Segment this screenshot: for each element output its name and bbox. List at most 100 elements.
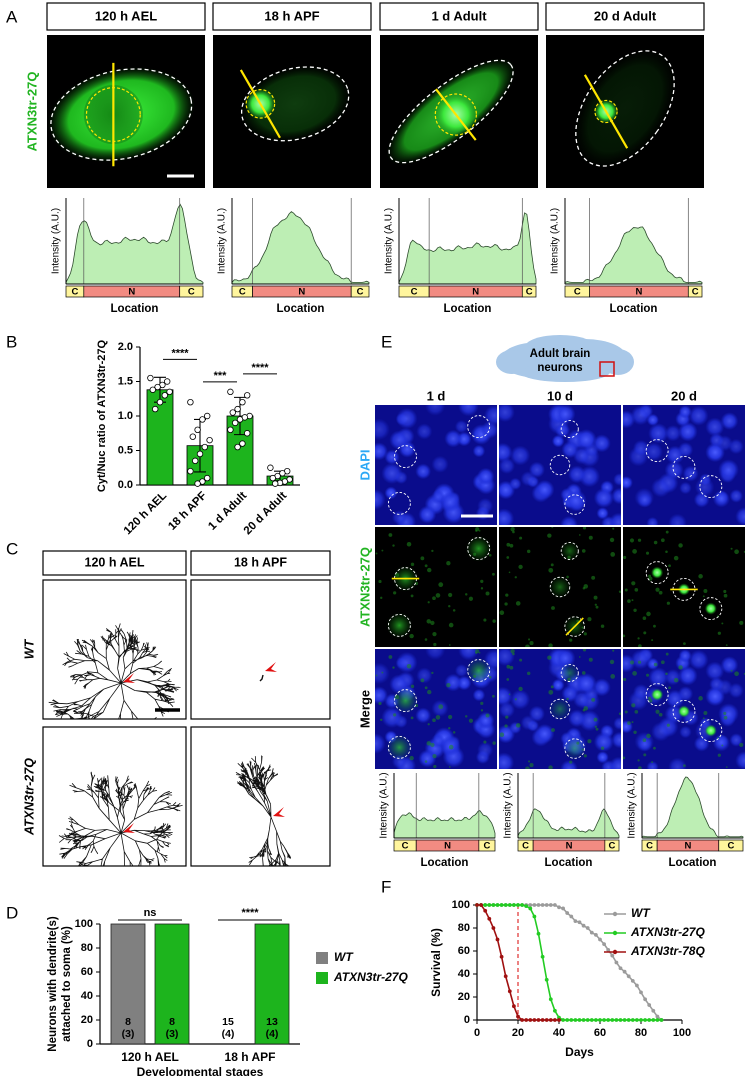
green-speck bbox=[525, 644, 530, 647]
segment-label: N bbox=[472, 287, 479, 298]
green-speck bbox=[427, 689, 432, 695]
green-speck bbox=[432, 718, 436, 723]
green-speck bbox=[424, 686, 428, 690]
nucleus-blob bbox=[729, 489, 744, 503]
green-speck bbox=[593, 717, 598, 722]
data-point bbox=[187, 468, 194, 475]
nucleus-blob bbox=[613, 717, 621, 730]
x-axis-label: Developmental stages bbox=[137, 1065, 264, 1076]
nucleus-blob bbox=[593, 731, 614, 752]
green-speck bbox=[452, 731, 456, 734]
green-speck bbox=[424, 760, 428, 763]
nucleus-blob bbox=[510, 689, 531, 710]
segment bbox=[179, 285, 204, 298]
significance-label: **** bbox=[251, 362, 269, 374]
data-point bbox=[487, 903, 492, 907]
data-point bbox=[557, 905, 561, 910]
signal bbox=[651, 688, 664, 701]
nucleus-blob bbox=[630, 649, 651, 670]
green-speck bbox=[483, 740, 487, 744]
profile-x-label: Location bbox=[277, 303, 325, 315]
data-point bbox=[536, 903, 541, 907]
segment-label: C bbox=[71, 287, 78, 298]
green-speck bbox=[655, 587, 660, 592]
green-speck bbox=[739, 742, 744, 747]
channel-label: DAPI bbox=[357, 449, 372, 480]
data-point bbox=[487, 916, 492, 921]
nucleus-blob bbox=[694, 477, 715, 497]
data-point bbox=[163, 378, 171, 385]
cell-outline bbox=[645, 561, 669, 585]
y-tick-label: 0 bbox=[464, 1014, 470, 1026]
green-speck bbox=[508, 693, 511, 696]
data-point bbox=[544, 903, 549, 907]
green-speck bbox=[420, 678, 425, 683]
nucleus-blob bbox=[648, 423, 669, 444]
cell-outline bbox=[699, 475, 723, 499]
green-speck bbox=[375, 674, 378, 677]
x-tick-label: 100 bbox=[673, 1027, 691, 1039]
data-point bbox=[154, 383, 161, 391]
green-speck bbox=[483, 618, 487, 622]
green-speck bbox=[529, 641, 534, 646]
nucleus-blob bbox=[483, 405, 497, 426]
green-speck bbox=[660, 660, 665, 665]
cell-outline bbox=[560, 664, 579, 682]
green-speck bbox=[448, 744, 454, 750]
segment-label: C bbox=[522, 841, 529, 852]
panel-letter: C bbox=[6, 539, 18, 558]
soma-arrow bbox=[273, 807, 285, 817]
data-point bbox=[524, 1018, 529, 1022]
data-point bbox=[187, 399, 194, 406]
green-speck bbox=[595, 727, 599, 731]
profile-area bbox=[398, 212, 537, 285]
data-point bbox=[520, 1018, 524, 1022]
segment-label: C bbox=[692, 287, 699, 298]
data-point bbox=[647, 1018, 652, 1022]
x-tick-label: 120 h AEL bbox=[122, 490, 170, 538]
green-speck bbox=[492, 741, 496, 745]
data-point bbox=[516, 1014, 520, 1019]
data-point bbox=[196, 450, 204, 458]
green-speck bbox=[510, 649, 515, 654]
cell-outline bbox=[467, 415, 491, 439]
nucleus-blob bbox=[425, 405, 446, 416]
data-point bbox=[569, 914, 574, 919]
green-speck bbox=[528, 638, 531, 641]
green-speck bbox=[569, 638, 573, 642]
green-speck bbox=[723, 593, 728, 598]
segment bbox=[521, 285, 537, 298]
cell-outline bbox=[560, 542, 579, 560]
data-point bbox=[606, 1018, 611, 1022]
data-point bbox=[532, 903, 537, 907]
green-speck bbox=[506, 664, 511, 669]
profile-x-label: Location bbox=[610, 303, 658, 315]
soma-arrow bbox=[123, 673, 135, 683]
green-speck bbox=[653, 746, 656, 750]
nucleus-blob bbox=[389, 430, 409, 450]
data-point bbox=[553, 1008, 557, 1013]
nucleus-blob bbox=[651, 477, 671, 498]
segment bbox=[718, 839, 744, 852]
green-speck bbox=[632, 671, 637, 676]
image bbox=[546, 35, 704, 188]
significance-label: ns bbox=[144, 907, 157, 919]
green-speck bbox=[646, 611, 651, 617]
green-speck bbox=[683, 642, 686, 646]
signal bbox=[559, 540, 581, 562]
segment-label: N bbox=[566, 841, 573, 852]
data-point bbox=[239, 440, 246, 447]
green-speck bbox=[448, 714, 453, 720]
data-point bbox=[499, 903, 504, 907]
nucleus-blob bbox=[561, 441, 579, 459]
segment-label: N bbox=[298, 287, 305, 298]
stage-header: 120 h AEL bbox=[85, 555, 145, 569]
signal bbox=[704, 602, 717, 615]
signal bbox=[704, 724, 717, 737]
signal bbox=[386, 734, 413, 761]
nucleus-blob bbox=[375, 489, 386, 510]
nucleus-blob bbox=[551, 434, 565, 448]
cell-outline bbox=[564, 738, 585, 759]
green-speck bbox=[651, 639, 654, 642]
green-speck bbox=[638, 644, 642, 647]
